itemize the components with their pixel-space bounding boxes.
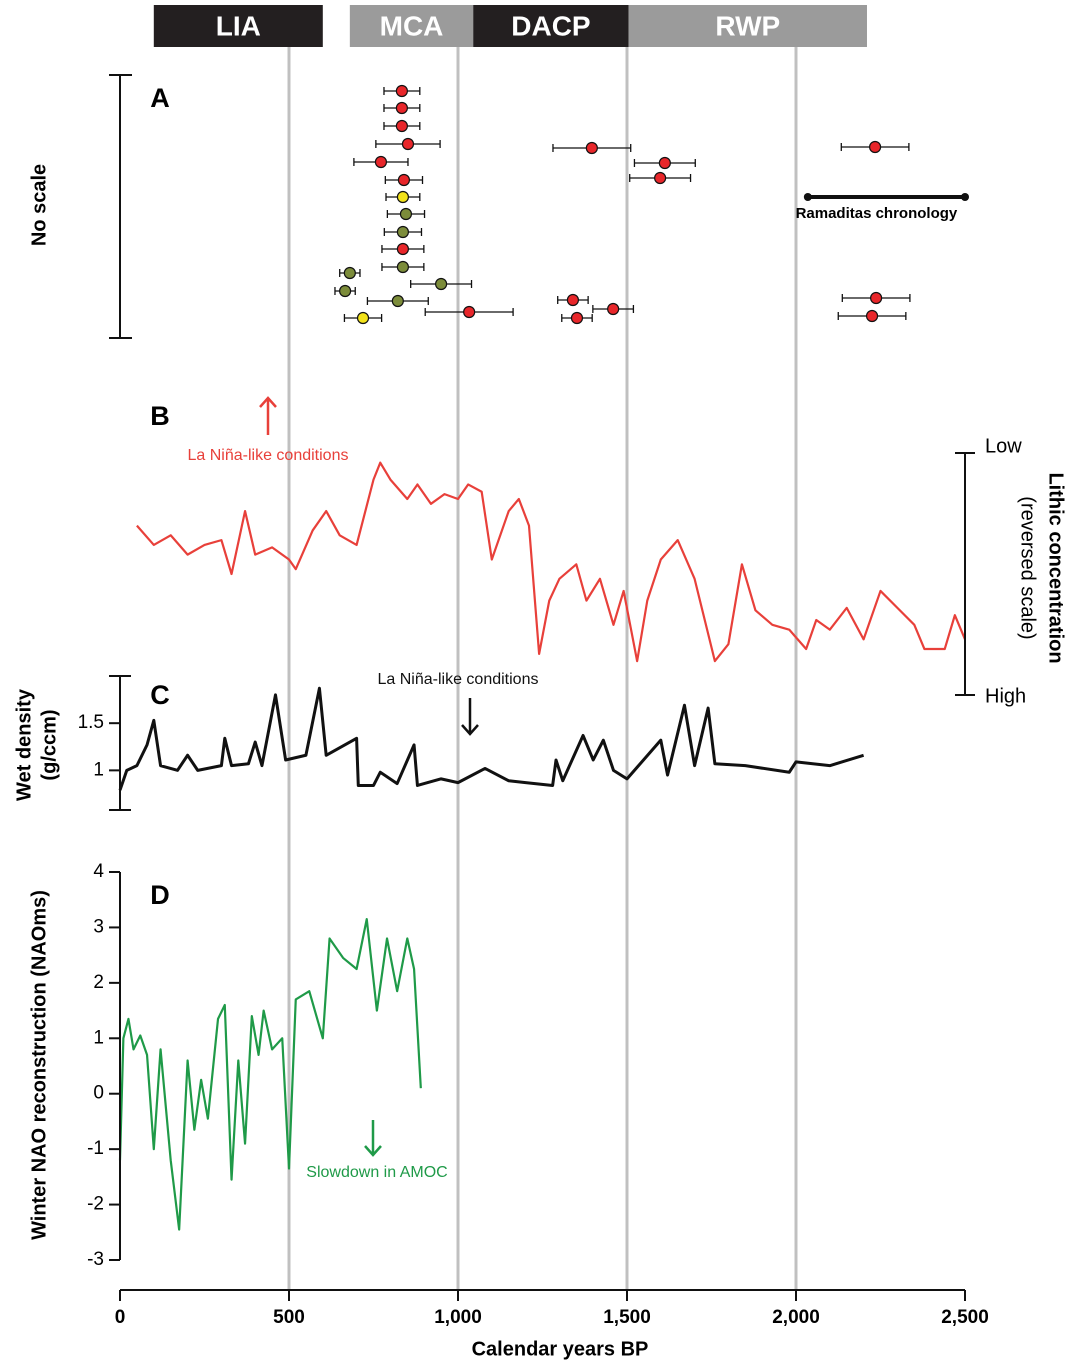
period-bar	[628, 5, 867, 47]
date-point	[607, 302, 620, 316]
y-axis-label: No scale	[28, 164, 50, 246]
y-axis-label: Wet density	[13, 688, 35, 801]
date-point	[658, 156, 671, 170]
y-tick-label: -1	[87, 1138, 104, 1159]
range-end	[803, 193, 812, 201]
annotation: Slowdown in AMOC	[306, 1164, 447, 1181]
period-bar	[349, 5, 474, 47]
date-point	[870, 291, 883, 305]
arrow	[461, 698, 479, 736]
date-point	[395, 101, 408, 115]
y-tick-label: 4	[93, 861, 104, 882]
annotation: La Niña-like conditions	[378, 671, 539, 688]
date-point	[585, 141, 598, 155]
period-label: MCA	[380, 10, 444, 41]
x-tick-label: 500	[273, 1307, 305, 1328]
range-end	[961, 193, 969, 201]
date-point	[435, 277, 448, 291]
y-axis-label: Winter NAO reconstruction (NAOms)	[28, 890, 50, 1240]
y-tick-label: 1	[93, 1027, 104, 1048]
data-line	[118, 686, 865, 791]
annotation: La Niña-like conditions	[188, 447, 349, 464]
arrow	[259, 396, 277, 435]
panel-label: B	[150, 401, 170, 431]
x-tick-label: 1,000	[434, 1307, 482, 1328]
x-axis-label: Calendar years BP	[472, 1338, 649, 1360]
data-line	[136, 461, 967, 663]
date-point	[396, 242, 410, 256]
date-point	[399, 207, 413, 221]
arrow	[364, 1120, 382, 1157]
y-tick-label: 1	[93, 759, 104, 780]
date-point	[356, 311, 370, 325]
date-point	[374, 155, 388, 169]
range-label: Ramaditas chronology	[796, 205, 958, 222]
y-tick-label: High	[985, 685, 1026, 707]
date-point	[570, 311, 584, 325]
date-point	[396, 225, 410, 239]
y-axis-label: (reversed scale)	[1017, 496, 1039, 639]
x-tick-label: 0	[115, 1307, 126, 1328]
date-point	[391, 294, 404, 308]
y-tick-label: Low	[985, 435, 1022, 457]
y-tick-label: -2	[87, 1194, 104, 1215]
x-tick-label: 2,000	[772, 1307, 820, 1328]
panel-label: C	[150, 680, 170, 710]
y-tick-label: 1.5	[78, 712, 104, 733]
date-point	[865, 309, 879, 323]
y-tick-label: -3	[87, 1249, 104, 1270]
panel-label: A	[150, 83, 170, 113]
y-tick-label: 3	[93, 916, 104, 937]
period-bar	[153, 5, 323, 47]
period-label: RWP	[715, 10, 780, 41]
date-point	[396, 190, 410, 204]
date-point	[396, 260, 410, 274]
date-point	[339, 284, 352, 298]
panel-label: D	[150, 880, 170, 910]
y-axis-label: (g/ccm)	[38, 709, 60, 780]
date-point	[343, 266, 356, 280]
date-point	[566, 293, 580, 307]
period-label: DACP	[511, 10, 590, 41]
date-point	[395, 84, 408, 98]
x-tick-label: 1,500	[603, 1307, 651, 1328]
date-point	[654, 171, 667, 185]
date-point	[401, 137, 415, 151]
y-tick-label: 2	[93, 972, 104, 993]
y-axis-label: Lithic concentration	[1045, 472, 1067, 663]
data-line	[118, 918, 422, 1231]
date-point	[463, 305, 476, 319]
date-point	[397, 173, 411, 187]
y-tick-label: 0	[93, 1083, 104, 1104]
period-bar	[473, 5, 629, 47]
period-label: LIA	[216, 10, 261, 41]
x-tick-label: 2,500	[941, 1307, 989, 1328]
grid	[287, 47, 798, 1290]
date-point	[868, 140, 882, 154]
date-point	[395, 119, 408, 133]
